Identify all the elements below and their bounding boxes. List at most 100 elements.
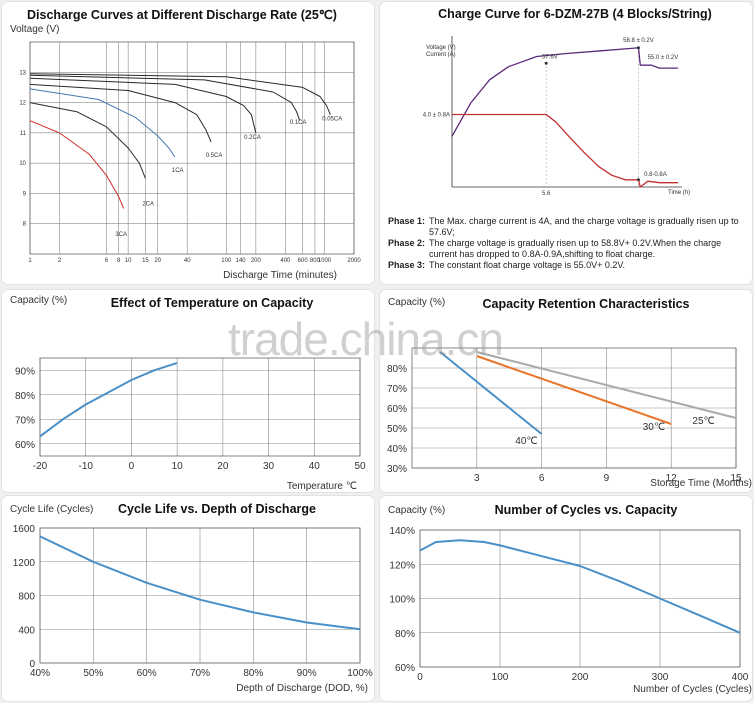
temperature-y-tick-2: 80% <box>15 391 35 402</box>
discharge-y-axis-label: Voltage (V) <box>10 24 59 35</box>
cycles-y-tick-4: 140% <box>389 526 415 537</box>
temperature-capacity-panel: Effect of Temperature on Capacity Capacit… <box>2 290 374 492</box>
retention-y-tick-3: 60% <box>387 404 407 415</box>
retention-x-tick-4: 15 <box>730 473 742 484</box>
discharge-series-2-label: 1CA <box>172 168 184 174</box>
discharge-x-tick-7: 40 <box>184 258 191 264</box>
phase-2-label: Phase 2: <box>388 238 426 248</box>
discharge-series-1-label: 2CA <box>142 202 154 208</box>
temperature-x-tick-1: -10 <box>78 461 93 472</box>
discharge-series-5-label: 0.1CA <box>290 120 307 126</box>
discharge-series-4-line <box>29 77 257 134</box>
retention-series-0-label: 40℃ <box>515 436 537 447</box>
cycles-capacity-panel: Number of Cycles vs. Capacity Capacity (%… <box>380 496 752 701</box>
cyclelife-x-tick-3: 70% <box>190 668 210 679</box>
cycles-x-tick-3: 300 <box>652 672 669 683</box>
temperature-x-tick-6: 40 <box>309 461 321 472</box>
cyclelife-y-tick-2: 800 <box>18 592 35 603</box>
retention-y-tick-0: 30% <box>387 464 407 475</box>
charge-y-axis-label-voltage: Voltage (V) <box>426 45 456 51</box>
phase-1-note: Phase 1: The Max. charge current is 4A, a… <box>388 216 748 238</box>
retention-x-tick-3: 12 <box>666 473 678 484</box>
temperature-x-tick-0: -20 <box>33 461 48 472</box>
cyclelife-y-tick-4: 1600 <box>13 524 36 535</box>
retention-series-1-label: 30℃ <box>643 422 665 433</box>
cycles-x-tick-1: 100 <box>492 672 509 683</box>
cyclelife-plot-frame <box>39 527 361 664</box>
temperature-x-tick-5: 30 <box>263 461 275 472</box>
cyclelife-x-tick-6: 100% <box>347 668 373 679</box>
cycles-y-tick-1: 80% <box>395 629 415 640</box>
charge-phase-notes: Phase 1: The Max. charge current is 4A, a… <box>388 216 748 271</box>
cyclelife-x-tick-4: 80% <box>243 668 263 679</box>
discharge-y-tick-2: 10 <box>19 161 26 167</box>
temperature-x-axis-label: Temperature ℃ <box>287 481 357 492</box>
cycles-title: Number of Cycles vs. Capacity <box>495 503 678 517</box>
discharge-y-tick-4: 12 <box>19 101 26 107</box>
discharge-series-3-label: 0.5CA <box>206 153 223 159</box>
temperature-y-axis-label: Capacity (%) <box>10 295 67 306</box>
cycles-x-tick-4: 400 <box>732 672 749 683</box>
cyclelife-y-axis-label: Cycle Life (Cycles) <box>10 504 93 515</box>
retention-y-tick-1: 40% <box>387 444 407 455</box>
discharge-x-tick-8: 100 <box>221 258 232 264</box>
cycles-series-0-line <box>419 539 741 634</box>
charge-curve-chart: Charge Curve for 6-DZM-27B (4 Blocks/Str… <box>423 7 712 197</box>
cyclelife-y-tick-0: 0 <box>29 659 35 670</box>
discharge-series-0-line <box>29 120 125 209</box>
discharge-x-tick-0: 1 <box>28 258 32 264</box>
phase-2-text: The charge voltage is gradually risen up… <box>429 238 722 259</box>
watermark: trade.china.cn <box>228 313 504 365</box>
retention-y-tick-4: 70% <box>387 384 407 395</box>
cycles-y-tick-3: 120% <box>389 560 415 571</box>
discharge-x-tick-3: 8 <box>117 258 121 264</box>
discharge-x-tick-13: 800 <box>310 258 321 264</box>
cyclelife-y-tick-3: 1200 <box>13 558 36 569</box>
charge-point-current <box>636 178 640 182</box>
capacity-retention-panel: Capacity Retention Characteristics Capaci… <box>380 290 752 492</box>
retention-x-tick-2: 9 <box>604 473 610 484</box>
cycles-x-axis-label: Number of Cycles (Cycles) <box>633 684 752 695</box>
charge-x-axis-label: Time (h) <box>668 190 690 196</box>
cyclelife-x-tick-5: 90% <box>297 668 317 679</box>
charge-series-0-line <box>451 47 678 137</box>
temperature-series-0-line <box>39 361 178 438</box>
discharge-x-tick-11: 400 <box>280 258 291 264</box>
retention-series-2-line <box>476 351 737 419</box>
discharge-y-tick-1: 9 <box>23 191 27 197</box>
charge-annot-57v: 57.6V <box>542 54 558 60</box>
discharge-series-0-label: 3CA <box>115 232 127 238</box>
retention-series-1-line <box>476 355 672 425</box>
discharge-x-tick-2: 6 <box>105 258 109 264</box>
cycles-y-tick-0: 60% <box>395 663 415 674</box>
discharge-x-tick-6: 20 <box>154 258 161 264</box>
temperature-x-tick-7: 50 <box>354 461 366 472</box>
charge-annot-58v: 58.8 ± 0.2V <box>623 38 654 44</box>
charge-annot-55v: 55.0 ± 0.2V <box>648 55 679 61</box>
charge-title: Charge Curve for 6-DZM-27B (4 Blocks/Str… <box>438 7 712 21</box>
temperature-x-tick-3: 10 <box>172 461 184 472</box>
temperature-x-tick-2: 0 <box>129 461 135 472</box>
discharge-x-tick-4: 10 <box>125 258 132 264</box>
discharge-series-1-line <box>29 102 146 179</box>
charge-point-57v <box>544 61 548 65</box>
discharge-x-tick-14: 1000 <box>318 258 332 264</box>
retention-y-axis-label: Capacity (%) <box>388 297 445 308</box>
discharge-series-6-label: 0.05CA <box>322 117 342 123</box>
cycles-plot-frame <box>419 529 741 668</box>
discharge-series-3-line <box>29 83 212 143</box>
retention-x-tick-0: 3 <box>474 473 480 484</box>
discharge-x-tick-15: 2000 <box>347 258 361 264</box>
cycles-x-tick-0: 0 <box>417 672 423 683</box>
discharge-y-tick-0: 8 <box>23 222 27 228</box>
cyclelife-title: Cycle Life vs. Depth of Discharge <box>118 502 316 516</box>
charge-curve-panel: Charge Curve for 6-DZM-27B (4 Blocks/Str… <box>380 2 752 284</box>
discharge-series-6-line <box>29 73 331 115</box>
discharge-title: Discharge Curves at Different Discharge … <box>27 8 337 22</box>
cyclelife-x-tick-1: 50% <box>83 668 103 679</box>
discharge-series-5-line <box>29 74 301 121</box>
cyclelife-series-0-line <box>39 535 361 631</box>
cycle-life-panel: Cycle Life vs. Depth of Discharge Cycle L… <box>2 496 374 701</box>
phase-1-label: Phase 1: <box>388 216 426 226</box>
discharge-curves-panel: Discharge Curves at Different Discharge … <box>2 2 374 284</box>
